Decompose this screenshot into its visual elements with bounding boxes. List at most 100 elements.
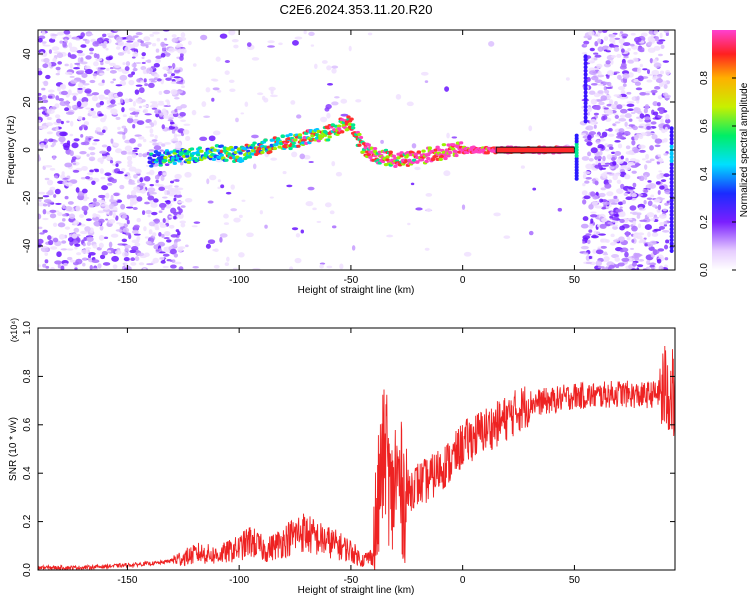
spectrogram-noise-cell <box>632 125 638 131</box>
spectrogram-streak-cell <box>669 158 674 163</box>
spectrogram-noise-cell <box>585 233 592 236</box>
spectrogram-ridge-cell <box>438 157 443 161</box>
spectrogram-noise-cell <box>608 146 614 150</box>
spectrogram-noise-cell <box>78 126 83 131</box>
spectrogram-noise-cell <box>84 65 90 70</box>
spectrogram-noise-cell <box>75 187 80 193</box>
spectrogram-noise-cell <box>600 245 607 249</box>
spectrogram-noise-cell <box>653 228 662 232</box>
spectrogram-noise-cell <box>83 198 88 202</box>
spectrogram-noise-cell <box>128 116 133 119</box>
spectrogram-noise-cell <box>583 195 591 200</box>
spectrogram-noise-cell <box>597 38 602 44</box>
spectrogram-noise-cell <box>589 47 595 52</box>
spectrogram-streak-cell <box>669 176 674 181</box>
spectrogram-noise-cell <box>608 264 615 269</box>
spectrogram-noise-cell <box>67 237 74 242</box>
spectrogram-streak-cell <box>583 72 588 77</box>
spectrogram-noise-cell <box>621 257 630 262</box>
spectrogram-noise-cell <box>121 82 126 85</box>
spectrogram-streak-cell <box>574 168 579 173</box>
spectrogram-noise-cell <box>233 217 241 223</box>
spectrogram-noise-cell <box>178 36 187 42</box>
spectrogram-noise-cell <box>91 92 100 96</box>
spectrogram-noise-cell <box>177 206 181 210</box>
spectrogram-noise-cell <box>134 109 141 112</box>
spectrogram-noise-cell <box>206 178 210 185</box>
spectrogram-streak-cell <box>669 173 674 178</box>
spectrogram-noise-cell <box>582 171 591 175</box>
spectrogram-xtick-label: -100 <box>229 275 249 286</box>
spectrogram-noise-cell <box>213 264 220 269</box>
spectrogram-noise-cell <box>144 113 152 116</box>
spectrogram-noise-cell <box>38 119 42 123</box>
spectrogram-noise-cell <box>48 239 54 246</box>
spectrogram-noise-cell <box>57 86 61 92</box>
spectrogram-noise-cell <box>261 95 266 101</box>
spectrogram-noise-cell <box>80 44 87 48</box>
spectrogram-noise-cell <box>98 234 105 241</box>
spectrogram-noise-cell <box>657 157 664 164</box>
spectrogram-noise-cell <box>135 98 143 103</box>
spectrogram-noise-cell <box>56 118 62 124</box>
spectrogram-noise-cell <box>638 144 646 149</box>
spectrogram-noise-cell <box>205 243 211 249</box>
spectrogram-noise-cell <box>42 229 48 233</box>
spectrogram-noise-cell <box>64 107 70 112</box>
spectrogram-noise-cell <box>278 42 283 46</box>
spectrogram-noise-cell <box>41 94 47 100</box>
spectrogram-noise-cell <box>637 75 644 82</box>
spectrogram-noise-cell <box>380 139 384 144</box>
spectrogram-noise-cell <box>597 158 601 162</box>
spectrogram-noise-cell <box>56 52 64 59</box>
spectrogram-noise-cell <box>630 192 637 198</box>
spectrogram-noise-cell <box>597 70 602 76</box>
spectrogram-noise-cell <box>295 233 301 238</box>
spectrogram-noise-cell <box>289 266 294 270</box>
spectrogram-noise-cell <box>55 202 62 205</box>
spectrogram-noise-cell <box>252 163 257 170</box>
spectrogram-noise-cell <box>106 99 111 105</box>
spectrogram-noise-cell <box>116 199 123 203</box>
spectrogram-noise-cell <box>108 219 116 224</box>
spectrogram-noise-cell <box>612 123 616 127</box>
spectrogram-noise-cell <box>654 86 661 90</box>
spectrogram-noise-cell <box>644 174 648 181</box>
spectrogram-noise-cell <box>64 195 69 200</box>
spectrogram-noise-cell <box>92 213 97 218</box>
spectrogram-noise-cell <box>72 162 77 165</box>
spectrogram-noise-cell <box>631 239 635 243</box>
spectrogram-noise-cell <box>584 43 588 47</box>
spectrogram-streak-cell <box>669 137 674 142</box>
spectrogram-noise-cell <box>71 105 76 109</box>
spectrogram-noise-cell <box>593 112 599 116</box>
spectrogram-noise-cell <box>147 237 152 242</box>
spectrogram-noise-cell <box>164 189 168 196</box>
spectrogram-noise-cell <box>73 138 80 142</box>
spectrogram-noise-cell <box>184 197 193 203</box>
spectrogram-noise-cell <box>170 180 175 184</box>
spectrogram-noise-cell <box>620 249 624 253</box>
spectrogram-noise-cell <box>599 223 607 229</box>
spectrogram-noise-cell <box>180 119 187 123</box>
spectrogram-noise-cell <box>179 111 186 117</box>
spectrogram-noise-cell <box>113 192 120 197</box>
spectrogram-noise-cell <box>219 233 228 238</box>
spectrogram-noise-cell <box>663 138 668 143</box>
spectrogram-noise-cell <box>127 266 132 270</box>
spectrogram-ridge-cell <box>424 159 429 164</box>
spectrogram-noise-cell <box>319 262 326 265</box>
spectrogram-noise-cell <box>71 142 79 149</box>
spectrogram-noise-cell <box>38 92 42 96</box>
spectrogram-noise-cell <box>180 223 186 228</box>
spectrogram-noise-cell <box>614 257 621 262</box>
spectrogram-streak-cell <box>574 156 579 161</box>
spectrogram-noise-cell <box>646 125 651 130</box>
spectrogram-noise-cell <box>142 210 146 216</box>
spectrogram-ridge-cell <box>357 143 362 147</box>
spectrogram-noise-cell <box>620 108 628 114</box>
spectrogram-noise-cell <box>212 87 220 91</box>
spectrogram-ridge-cell <box>293 138 298 142</box>
spectrogram-noise-cell <box>143 226 147 232</box>
spectrogram-noise-cell <box>101 185 109 191</box>
